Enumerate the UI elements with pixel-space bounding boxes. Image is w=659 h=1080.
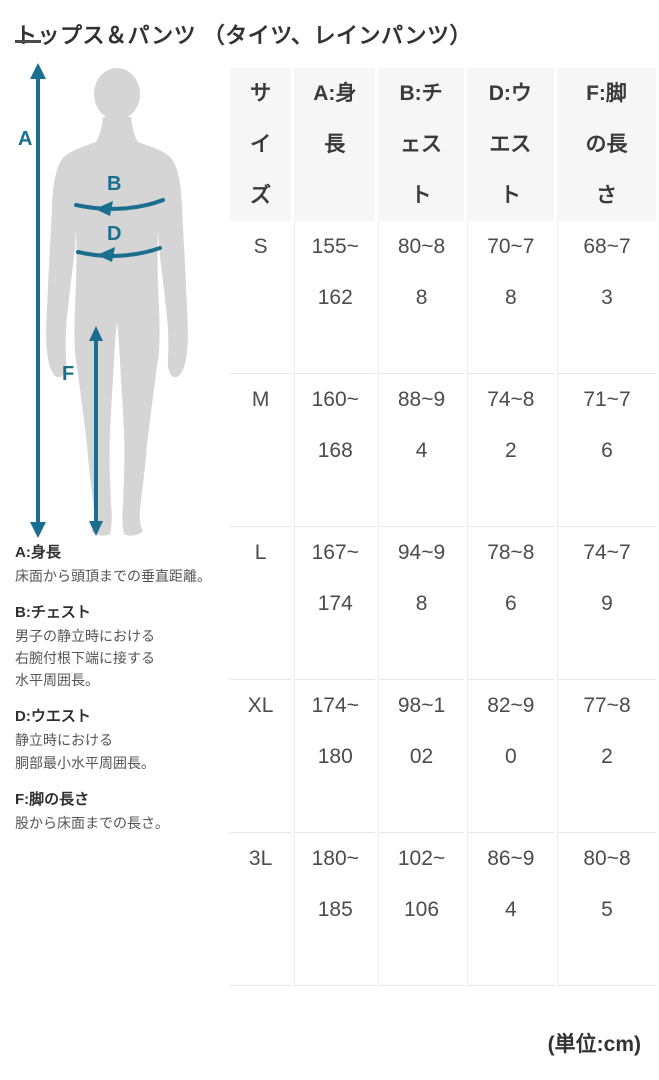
legend-item-chest: B:チェスト 男子の静立時における 右腕付根下端に接する 水平周囲長。 xyxy=(15,601,230,691)
table-row-s: S 155~162 80~88 70~78 68~73 xyxy=(230,221,656,374)
measurement-arrows xyxy=(36,70,165,532)
size-chart-table: サイズ A:身長 B:チェスト D:ウエスト F:脚の長さ S 155~162 … xyxy=(227,68,659,986)
page-title: トップス＆パンツ （タイツ、レインパンツ） xyxy=(15,22,473,48)
waist-cell: 82~90 xyxy=(466,680,554,833)
label-a: A xyxy=(18,128,32,150)
waist-cell: 86~94 xyxy=(466,833,554,986)
chest-cell: 102~106 xyxy=(378,833,464,986)
label-d: D xyxy=(107,223,121,245)
table-row-m: M 160~168 88~94 74~82 71~76 xyxy=(230,374,656,527)
size-cell: 3L xyxy=(230,833,292,986)
legend-desc: 男子の静立時における 右腕付根下端に接する 水平周囲長。 xyxy=(15,628,155,689)
size-cell: M xyxy=(230,374,292,527)
column-header-leg-length: F:脚の長さ xyxy=(556,68,656,221)
label-b: B xyxy=(107,173,121,195)
chest-cell: 80~88 xyxy=(378,221,464,374)
waist-cell: 78~86 xyxy=(466,527,554,680)
leg-cell: 68~73 xyxy=(556,221,656,374)
chest-arrow-b xyxy=(74,198,165,211)
legend-term: A:身長 xyxy=(15,544,61,561)
legend-desc: 股から床面までの長さ。 xyxy=(15,814,169,831)
height-cell: 155~162 xyxy=(294,221,376,374)
chest-cell: 98~102 xyxy=(378,680,464,833)
table-row-xl: XL 174~180 98~102 82~90 77~82 xyxy=(230,680,656,833)
chest-cell: 88~94 xyxy=(378,374,464,527)
waist-cell: 70~78 xyxy=(466,221,554,374)
legend-item-height: A:身長 床面から頭頂までの垂直距離。 xyxy=(15,541,230,587)
table-header-row: サイズ A:身長 B:チェスト D:ウエスト F:脚の長さ xyxy=(230,68,656,221)
height-cell: 167~174 xyxy=(294,527,376,680)
height-cell: 174~180 xyxy=(294,680,376,833)
chest-cell: 94~98 xyxy=(378,527,464,680)
arrowheads xyxy=(30,63,115,538)
legend-term: F:脚の長さ xyxy=(15,790,90,808)
waist-cell: 74~82 xyxy=(466,374,554,527)
legend-term: D:ウエスト xyxy=(15,708,91,726)
arrow-letter-labels: A B D F xyxy=(18,128,121,385)
waist-arrow-d xyxy=(76,246,162,258)
height-cell: 180~185 xyxy=(294,833,376,986)
legend-item-waist: D:ウエスト 静立時における 胴部最小水平周囲長。 xyxy=(15,705,230,773)
unit-note: (単位:cm) xyxy=(547,1033,641,1056)
body-silhouette xyxy=(46,68,188,536)
height-cell: 160~168 xyxy=(294,374,376,527)
size-cell: L xyxy=(230,527,292,680)
leg-cell: 71~76 xyxy=(556,374,656,527)
size-cell: XL xyxy=(230,680,292,833)
column-header-chest: B:チェスト xyxy=(378,68,464,221)
legend-desc: 床面から頭頂までの垂直距離。 xyxy=(15,568,211,584)
label-f: F xyxy=(62,363,74,385)
legend-desc: 静立時における 胴部最小水平周囲長。 xyxy=(15,732,155,771)
leg-cell: 74~79 xyxy=(556,527,656,680)
size-cell: S xyxy=(230,221,292,374)
column-header-waist: D:ウエスト xyxy=(466,68,554,221)
body-measurement-diagram: A B D F xyxy=(18,63,188,538)
leg-cell: 77~82 xyxy=(556,680,656,833)
legend-term: B:チェスト xyxy=(15,604,91,622)
measurement-legend: A:身長 床面から頭頂までの垂直距離。 B:チェスト 男子の静立時における 右腕… xyxy=(15,541,230,848)
table-row-l: L 167~174 94~98 78~86 74~79 xyxy=(230,527,656,680)
leg-cell: 80~85 xyxy=(556,833,656,986)
title-underline xyxy=(15,40,41,43)
column-header-height: A:身長 xyxy=(294,68,376,221)
table-row-3l: 3L 180~185 102~106 86~94 80~85 xyxy=(230,833,656,986)
column-header-size: サイズ xyxy=(230,68,292,221)
legend-item-leg-length: F:脚の長さ 股から床面までの長さ。 xyxy=(15,788,230,834)
